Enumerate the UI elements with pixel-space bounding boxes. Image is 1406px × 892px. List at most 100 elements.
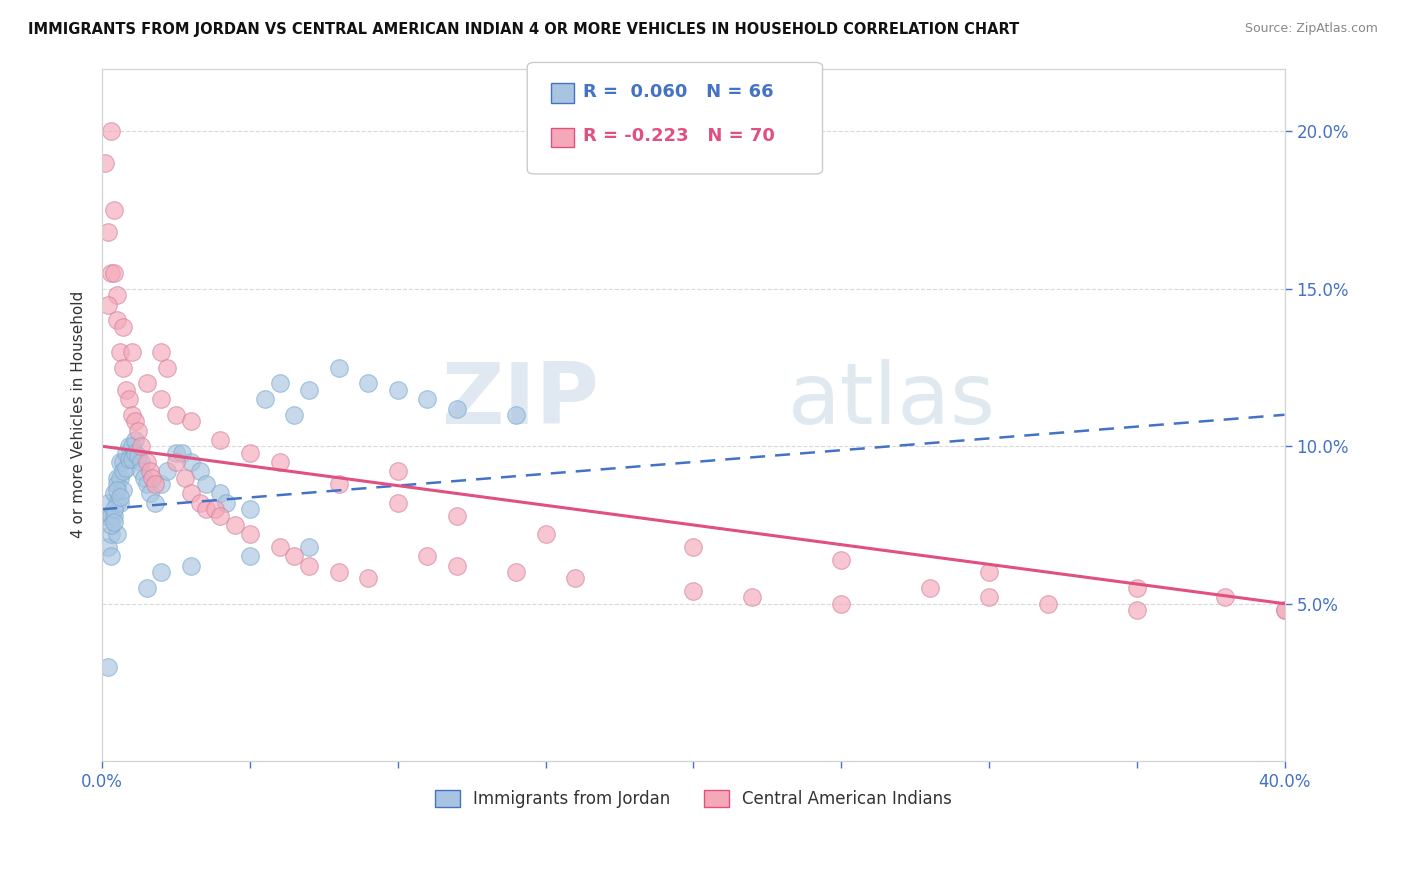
Point <box>97 225 120 239</box>
Point <box>115 445 138 459</box>
Point <box>328 565 350 579</box>
Point <box>180 414 202 428</box>
Point <box>682 584 704 599</box>
Point <box>103 508 125 523</box>
Point <box>283 549 305 564</box>
Point <box>682 540 704 554</box>
Point <box>111 319 134 334</box>
Point <box>105 471 128 485</box>
Point <box>97 298 120 312</box>
Point <box>103 203 125 218</box>
Point <box>194 502 217 516</box>
Point <box>977 565 1000 579</box>
Point <box>132 471 155 485</box>
Point <box>118 451 141 466</box>
Point <box>103 486 125 500</box>
Point <box>118 392 141 406</box>
Point <box>108 496 131 510</box>
Text: R = -0.223   N = 70: R = -0.223 N = 70 <box>583 128 775 145</box>
Point <box>174 471 197 485</box>
Point <box>100 508 122 523</box>
Point <box>328 477 350 491</box>
Point <box>105 477 128 491</box>
Point <box>918 581 941 595</box>
Text: atlas: atlas <box>787 359 995 442</box>
Point <box>97 496 120 510</box>
Point <box>124 414 146 428</box>
Point <box>1274 603 1296 617</box>
Point <box>111 360 134 375</box>
Point <box>180 486 202 500</box>
Point <box>253 392 276 406</box>
Point <box>180 455 202 469</box>
Point <box>1036 597 1059 611</box>
Point <box>121 408 143 422</box>
Point <box>180 558 202 573</box>
Point <box>103 515 125 529</box>
Point <box>108 455 131 469</box>
Point <box>446 401 468 416</box>
Point <box>111 465 134 479</box>
Point <box>416 549 439 564</box>
Point <box>135 477 157 491</box>
Point <box>115 461 138 475</box>
Point <box>129 455 152 469</box>
Point <box>135 455 157 469</box>
Point <box>141 471 163 485</box>
Point <box>505 408 527 422</box>
Text: Source: ZipAtlas.com: Source: ZipAtlas.com <box>1244 22 1378 36</box>
Point <box>188 496 211 510</box>
Point <box>111 455 134 469</box>
Point <box>105 496 128 510</box>
Point <box>129 439 152 453</box>
Point <box>298 558 321 573</box>
Point <box>239 502 262 516</box>
Point <box>830 552 852 566</box>
Point <box>741 591 763 605</box>
Point <box>204 502 226 516</box>
Point <box>124 433 146 447</box>
Point <box>118 439 141 453</box>
Point <box>446 558 468 573</box>
Point <box>239 549 262 564</box>
Point <box>165 445 187 459</box>
Point <box>121 451 143 466</box>
Point <box>138 465 160 479</box>
Point <box>357 376 380 391</box>
Point <box>97 659 120 673</box>
Point <box>1215 591 1237 605</box>
Point <box>135 581 157 595</box>
Point <box>105 288 128 302</box>
Point <box>564 572 586 586</box>
Y-axis label: 4 or more Vehicles in Household: 4 or more Vehicles in Household <box>72 291 86 539</box>
Text: ZIP: ZIP <box>441 359 599 442</box>
Text: IMMIGRANTS FROM JORDAN VS CENTRAL AMERICAN INDIAN 4 OR MORE VEHICLES IN HOUSEHOL: IMMIGRANTS FROM JORDAN VS CENTRAL AMERIC… <box>28 22 1019 37</box>
Point <box>156 360 179 375</box>
Legend: Immigrants from Jordan, Central American Indians: Immigrants from Jordan, Central American… <box>429 783 959 815</box>
Point <box>387 383 409 397</box>
Point <box>121 344 143 359</box>
Point <box>328 360 350 375</box>
Point <box>156 465 179 479</box>
Point <box>505 565 527 579</box>
Point <box>124 445 146 459</box>
Point <box>111 483 134 498</box>
Point <box>977 591 1000 605</box>
Point <box>165 408 187 422</box>
Point <box>135 376 157 391</box>
Point <box>94 156 117 170</box>
Point <box>103 266 125 280</box>
Point <box>165 455 187 469</box>
Point <box>534 527 557 541</box>
Text: R =  0.060   N = 66: R = 0.060 N = 66 <box>583 83 775 101</box>
Point <box>150 344 173 359</box>
Point <box>239 527 262 541</box>
Point <box>416 392 439 406</box>
Point <box>194 477 217 491</box>
Point <box>127 424 149 438</box>
Point <box>103 502 125 516</box>
Point <box>127 449 149 463</box>
Point <box>108 471 131 485</box>
Point <box>105 483 128 498</box>
Point <box>115 383 138 397</box>
